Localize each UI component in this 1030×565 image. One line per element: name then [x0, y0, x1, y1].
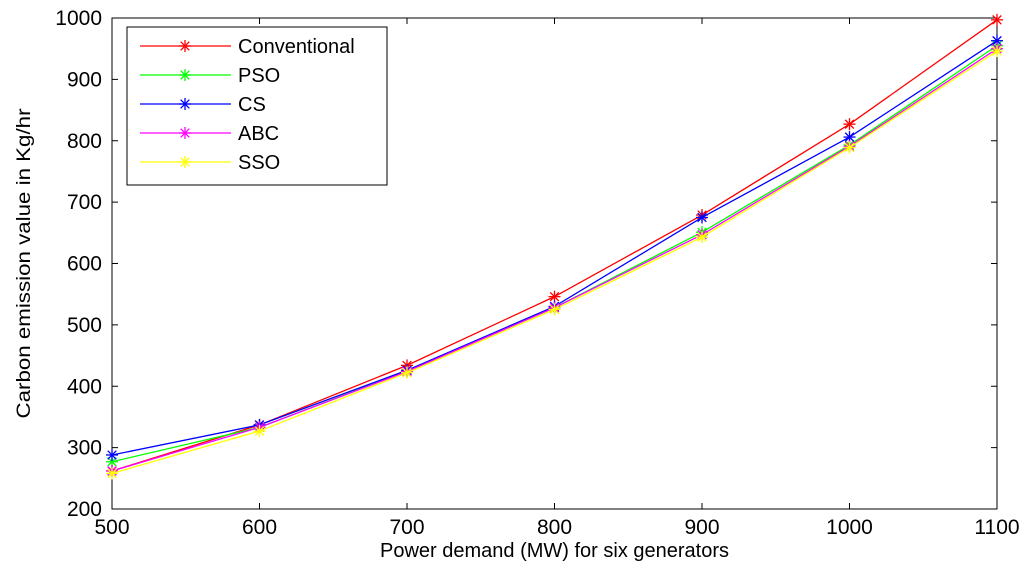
legend-marker — [179, 69, 191, 81]
x-tick-label: 600 — [242, 516, 277, 539]
y-tick-label: 800 — [67, 130, 102, 153]
x-tick-label: 500 — [94, 516, 129, 539]
data-point — [106, 467, 118, 480]
data-point — [991, 45, 1003, 58]
legend-label: Conventional — [238, 36, 355, 58]
legend-item: SSO — [140, 152, 280, 174]
data-point — [696, 231, 708, 244]
y-tick-label: 600 — [67, 253, 102, 276]
legend-marker — [179, 156, 191, 168]
legend-marker — [179, 98, 191, 110]
legend-item: PSO — [140, 65, 280, 87]
legend-label: SSO — [238, 152, 280, 174]
legend: Conventional PSO CS ABC SSO — [126, 26, 388, 186]
data-point — [106, 448, 118, 461]
x-tick-label: 1000 — [826, 516, 873, 539]
legend-item: CS — [140, 94, 266, 116]
legend-label: CS — [238, 94, 266, 116]
data-point — [843, 141, 856, 154]
y-axis-label: Carbon emission value in Kg/hr — [14, 108, 35, 419]
series-group — [106, 13, 1003, 480]
legend-item: Conventional — [140, 36, 355, 58]
legend-box — [126, 26, 388, 186]
legend-label: PSO — [238, 65, 280, 87]
data-point — [401, 366, 413, 379]
data-point — [696, 211, 708, 224]
data-point — [843, 118, 856, 131]
x-tick-label: 1100 — [974, 516, 1019, 539]
data-point — [253, 425, 266, 438]
series-sso — [106, 45, 1003, 480]
y-tick-label: 700 — [67, 191, 102, 214]
legend-marker — [179, 127, 191, 139]
x-axis-label: Power demand (MW) for six generators — [380, 540, 729, 562]
axis-ticks: 500 600 700 800 900 1000 1100 200 300 400 500 600 70… — [55, 7, 1019, 539]
y-tick-label: 500 — [67, 314, 102, 337]
y-tick-label: 300 — [67, 437, 102, 460]
data-point — [991, 13, 1003, 26]
x-tick-label: 700 — [389, 516, 424, 539]
legend-label: ABC — [238, 123, 279, 145]
legend-item: ABC — [140, 123, 279, 145]
data-point — [548, 303, 561, 316]
x-tick-label: 800 — [537, 516, 572, 539]
y-tick-label: 200 — [67, 498, 102, 521]
x-tick-label: 900 — [684, 516, 719, 539]
y-tick-label: 900 — [67, 68, 102, 91]
y-tick-label: 400 — [67, 375, 102, 398]
y-tick-label: 1000 — [55, 7, 102, 30]
legend-marker — [179, 40, 191, 52]
